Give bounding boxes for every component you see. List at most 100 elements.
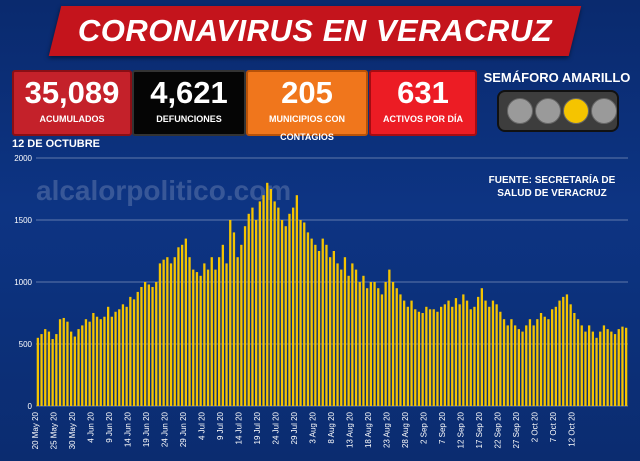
stat-municipios: 205 MUNICIPIOS CON CONTAGIOS bbox=[246, 70, 368, 142]
bar bbox=[340, 269, 343, 406]
bar bbox=[580, 325, 583, 406]
bar bbox=[295, 195, 298, 406]
light-2 bbox=[535, 98, 561, 124]
bar bbox=[403, 300, 406, 406]
bar bbox=[55, 334, 58, 406]
bar bbox=[66, 321, 69, 406]
light-4 bbox=[591, 98, 617, 124]
bar bbox=[380, 294, 384, 406]
bar bbox=[118, 309, 121, 406]
stat-value: 35,089 bbox=[24, 75, 120, 110]
bar bbox=[613, 334, 617, 406]
bar bbox=[454, 298, 458, 406]
bar bbox=[558, 300, 561, 406]
bar bbox=[391, 282, 395, 406]
source-line-2: SALUD DE VERACRUZ bbox=[497, 188, 607, 199]
bar bbox=[277, 207, 280, 406]
x-tick-label: 19 Jul 20 bbox=[253, 411, 262, 444]
bar bbox=[107, 306, 110, 406]
bar bbox=[88, 321, 91, 406]
bar bbox=[184, 238, 187, 406]
bar bbox=[362, 275, 365, 406]
bar bbox=[284, 226, 287, 406]
bar bbox=[129, 296, 132, 406]
x-tick-label: 24 Jul 20 bbox=[271, 411, 280, 444]
bar bbox=[395, 288, 398, 406]
bar bbox=[329, 257, 332, 406]
x-tick-label: 17 Sep 20 bbox=[475, 411, 484, 448]
bar bbox=[425, 306, 428, 406]
bar bbox=[192, 269, 195, 406]
bar bbox=[132, 299, 136, 406]
bar bbox=[166, 257, 169, 406]
stat-value: 205 bbox=[281, 75, 333, 110]
bar bbox=[465, 300, 469, 406]
bar bbox=[229, 220, 232, 406]
bar bbox=[436, 311, 439, 406]
bar bbox=[225, 263, 228, 406]
bar bbox=[288, 213, 291, 406]
bar bbox=[576, 319, 580, 406]
x-tick-label: 12 Sep 20 bbox=[456, 411, 465, 448]
bar bbox=[299, 220, 302, 406]
x-tick-label: 18 Aug 20 bbox=[364, 411, 373, 448]
bar bbox=[62, 317, 65, 406]
bar bbox=[262, 195, 265, 406]
bar bbox=[562, 296, 565, 406]
x-tick-label: 29 Jul 20 bbox=[290, 411, 299, 444]
x-tick-label: 9 Jun 20 bbox=[105, 411, 114, 442]
stat-label: ACUMULADOS bbox=[39, 114, 105, 124]
bar bbox=[406, 306, 409, 406]
bar bbox=[70, 331, 73, 406]
bar bbox=[521, 331, 524, 406]
bar bbox=[554, 306, 557, 406]
bar bbox=[565, 294, 569, 406]
bar bbox=[388, 269, 391, 406]
bar bbox=[155, 282, 158, 406]
bar bbox=[47, 331, 51, 406]
bar bbox=[332, 251, 335, 406]
x-tick-label: 9 Jul 20 bbox=[216, 411, 225, 440]
bar bbox=[58, 319, 62, 406]
y-tick-label: 2000 bbox=[14, 154, 32, 163]
bar bbox=[273, 201, 276, 406]
bar bbox=[51, 339, 54, 406]
bar bbox=[336, 263, 339, 406]
bar bbox=[158, 263, 162, 406]
bar bbox=[173, 257, 176, 406]
bar bbox=[169, 263, 173, 406]
bar bbox=[510, 319, 513, 406]
bar bbox=[210, 257, 213, 406]
bar bbox=[354, 269, 358, 406]
bar bbox=[599, 331, 602, 406]
bar bbox=[84, 319, 88, 406]
bar bbox=[532, 325, 535, 406]
bar bbox=[551, 309, 554, 406]
bar bbox=[451, 306, 454, 406]
bar bbox=[343, 257, 347, 406]
bar bbox=[232, 232, 236, 406]
watermark: alcalorpolitico.com bbox=[36, 175, 291, 206]
bar bbox=[506, 325, 509, 406]
x-tick-label: 2 Sep 20 bbox=[419, 411, 428, 444]
bar bbox=[595, 337, 598, 406]
stat-label: MUNICIPIOS CON CONTAGIOS bbox=[268, 114, 345, 142]
x-tick-label: 30 May 20 bbox=[68, 411, 77, 449]
bar bbox=[569, 304, 572, 406]
bar bbox=[81, 325, 84, 406]
bar bbox=[477, 296, 480, 406]
bar bbox=[236, 257, 239, 406]
bar bbox=[177, 247, 180, 406]
bar bbox=[206, 269, 210, 406]
stat-defunciones: 4,621 DEFUNCIONES bbox=[132, 70, 246, 136]
bar bbox=[203, 263, 206, 406]
bar bbox=[269, 189, 273, 406]
y-tick-label: 0 bbox=[28, 402, 33, 411]
bar bbox=[240, 244, 243, 406]
bar bbox=[547, 319, 550, 406]
bar bbox=[144, 282, 147, 406]
x-tick-label: 14 Jun 20 bbox=[123, 411, 132, 447]
bar bbox=[77, 329, 80, 406]
bar bbox=[458, 304, 461, 406]
bar bbox=[125, 306, 128, 406]
